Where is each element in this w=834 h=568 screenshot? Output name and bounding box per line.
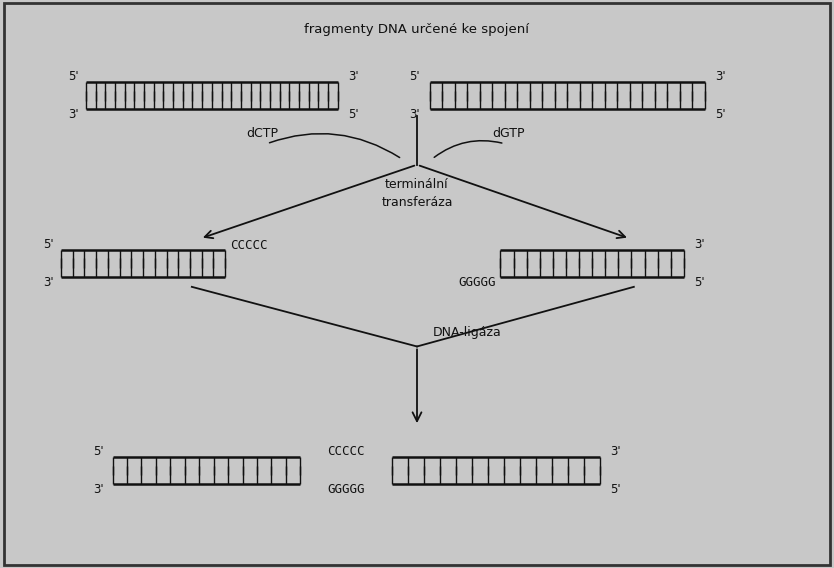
Text: 3': 3' <box>694 238 705 250</box>
Text: 5': 5' <box>715 108 726 121</box>
Text: 5': 5' <box>43 238 54 250</box>
Text: 3': 3' <box>409 108 420 121</box>
Text: DNA-ligáza: DNA-ligáza <box>433 326 501 339</box>
Text: fragmenty DNA určené ke spojení: fragmenty DNA určené ke spojení <box>304 23 530 36</box>
Text: terminální
transferáza: terminální transferáza <box>381 178 453 208</box>
Text: 3': 3' <box>43 276 54 289</box>
Text: 3': 3' <box>610 445 621 458</box>
Text: 5': 5' <box>348 108 359 121</box>
Text: 5': 5' <box>68 70 79 83</box>
Text: CCCCC: CCCCC <box>328 445 364 458</box>
Text: GGGGG: GGGGG <box>328 483 364 496</box>
Text: 3': 3' <box>93 483 104 496</box>
Text: 3': 3' <box>348 70 359 83</box>
Text: dGTP: dGTP <box>493 127 525 140</box>
Text: dCTP: dCTP <box>247 127 279 140</box>
Text: 3': 3' <box>68 108 79 121</box>
Text: 5': 5' <box>694 276 705 289</box>
Text: 5': 5' <box>409 70 420 83</box>
Text: 5': 5' <box>610 483 621 496</box>
Text: 5': 5' <box>93 445 104 458</box>
Text: CCCCC: CCCCC <box>230 239 268 252</box>
Text: 3': 3' <box>715 70 726 83</box>
Text: GGGGG: GGGGG <box>458 276 495 289</box>
